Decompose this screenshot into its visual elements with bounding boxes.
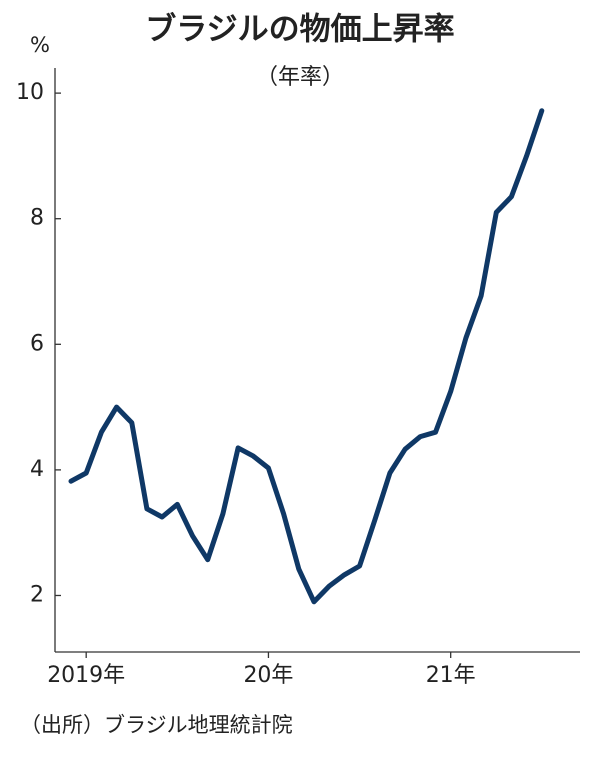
y-tick-label: 2 (30, 582, 44, 607)
source-note: （出所）ブラジル地理統計院 (20, 713, 293, 737)
x-tick-label: 20年 (243, 663, 293, 688)
chart-subtitle: （年率） (256, 65, 344, 90)
chart-title: ブラジルの物価上昇率 (145, 12, 454, 48)
y-tick-label: 6 (30, 331, 44, 356)
y-tick-label: 8 (30, 206, 44, 231)
x-tick-label: 2019年 (47, 663, 125, 688)
x-tick-label: 21年 (426, 663, 476, 688)
y-tick-label: 10 (16, 80, 44, 105)
y-unit: % (30, 33, 50, 57)
y-tick-label: 4 (30, 457, 44, 482)
data-line (68, 108, 545, 605)
